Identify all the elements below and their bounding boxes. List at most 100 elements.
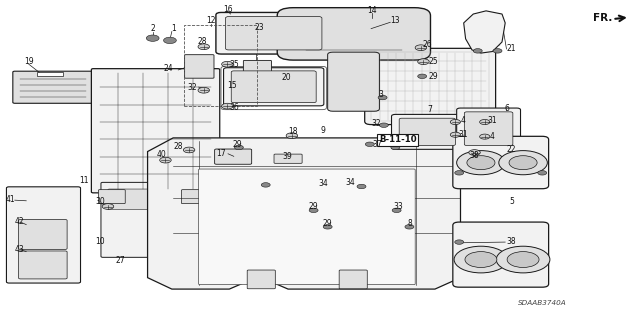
- Text: 2: 2: [150, 24, 155, 33]
- Text: 25: 25: [429, 57, 438, 66]
- Circle shape: [378, 95, 387, 100]
- Bar: [184, 25, 257, 106]
- FancyBboxPatch shape: [365, 48, 495, 124]
- FancyBboxPatch shape: [328, 52, 380, 111]
- Text: 34: 34: [346, 178, 356, 187]
- Circle shape: [261, 183, 270, 187]
- Circle shape: [418, 74, 427, 78]
- Text: 29: 29: [309, 202, 319, 211]
- FancyBboxPatch shape: [465, 112, 513, 145]
- Circle shape: [457, 151, 505, 175]
- FancyBboxPatch shape: [184, 55, 214, 78]
- FancyBboxPatch shape: [392, 115, 463, 149]
- Text: 34: 34: [318, 179, 328, 188]
- Text: 7: 7: [428, 105, 432, 114]
- FancyBboxPatch shape: [399, 118, 456, 145]
- Circle shape: [473, 49, 482, 53]
- Text: 32: 32: [372, 119, 381, 128]
- Circle shape: [198, 44, 209, 50]
- Text: 6: 6: [504, 104, 509, 113]
- FancyBboxPatch shape: [19, 251, 67, 279]
- FancyBboxPatch shape: [223, 68, 324, 106]
- Circle shape: [309, 208, 318, 212]
- FancyBboxPatch shape: [274, 154, 302, 163]
- Circle shape: [455, 240, 464, 244]
- FancyBboxPatch shape: [92, 69, 220, 193]
- Text: 29: 29: [232, 140, 242, 149]
- Circle shape: [221, 61, 233, 67]
- Circle shape: [286, 133, 298, 138]
- Text: 19: 19: [24, 56, 34, 65]
- FancyBboxPatch shape: [247, 270, 275, 289]
- Circle shape: [380, 123, 388, 127]
- Circle shape: [221, 103, 233, 109]
- Circle shape: [183, 147, 195, 153]
- FancyBboxPatch shape: [6, 187, 81, 283]
- Text: 27: 27: [116, 256, 125, 265]
- Circle shape: [468, 150, 480, 155]
- Text: 10: 10: [95, 237, 105, 246]
- Text: 35: 35: [229, 60, 239, 69]
- Circle shape: [323, 225, 332, 229]
- FancyBboxPatch shape: [19, 219, 67, 249]
- Circle shape: [479, 120, 490, 124]
- Text: 29: 29: [323, 219, 332, 227]
- Polygon shape: [464, 11, 505, 53]
- Circle shape: [164, 37, 176, 44]
- Text: 16: 16: [223, 5, 232, 14]
- Text: 31: 31: [458, 130, 468, 139]
- Text: 4: 4: [490, 132, 495, 141]
- Circle shape: [467, 156, 495, 170]
- Text: 9: 9: [321, 126, 326, 135]
- FancyBboxPatch shape: [216, 12, 332, 54]
- Text: SDAAB3740A: SDAAB3740A: [518, 300, 566, 306]
- Circle shape: [479, 134, 490, 139]
- Text: 28: 28: [197, 37, 207, 46]
- Text: 26: 26: [422, 40, 432, 49]
- FancyBboxPatch shape: [277, 8, 431, 60]
- Text: 38: 38: [470, 151, 479, 160]
- Circle shape: [465, 252, 497, 268]
- Circle shape: [198, 87, 209, 93]
- FancyBboxPatch shape: [225, 17, 322, 50]
- Bar: [37, 72, 63, 76]
- FancyBboxPatch shape: [198, 169, 415, 285]
- Text: 12: 12: [207, 16, 216, 25]
- Text: 32: 32: [188, 83, 197, 92]
- Text: 3: 3: [378, 90, 383, 99]
- Text: 14: 14: [367, 6, 377, 15]
- FancyBboxPatch shape: [108, 189, 161, 209]
- Circle shape: [496, 246, 550, 273]
- Circle shape: [418, 59, 429, 64]
- Circle shape: [102, 204, 114, 209]
- FancyBboxPatch shape: [99, 190, 125, 204]
- FancyBboxPatch shape: [214, 149, 252, 164]
- Circle shape: [451, 132, 461, 137]
- Text: 1: 1: [171, 24, 175, 33]
- Text: 31: 31: [488, 116, 497, 125]
- FancyBboxPatch shape: [457, 108, 520, 149]
- Text: 21: 21: [507, 44, 516, 54]
- FancyBboxPatch shape: [101, 182, 168, 257]
- Circle shape: [391, 145, 400, 150]
- Text: 22: 22: [507, 145, 516, 154]
- Text: 43: 43: [15, 245, 24, 254]
- Text: 30: 30: [95, 197, 105, 206]
- Text: 42: 42: [15, 217, 24, 226]
- Circle shape: [357, 184, 366, 189]
- Circle shape: [509, 156, 537, 170]
- Text: 38: 38: [507, 237, 516, 246]
- Text: 5: 5: [509, 197, 514, 206]
- Circle shape: [507, 252, 539, 268]
- Text: 8: 8: [407, 219, 412, 227]
- FancyBboxPatch shape: [453, 136, 548, 189]
- Text: FR.: FR.: [593, 13, 612, 23]
- Text: 39: 39: [282, 152, 292, 161]
- Text: 18: 18: [289, 127, 298, 136]
- Text: 40: 40: [157, 150, 166, 159]
- Text: B-11-10: B-11-10: [379, 135, 417, 144]
- FancyBboxPatch shape: [243, 60, 271, 90]
- Circle shape: [455, 171, 464, 175]
- Circle shape: [499, 151, 547, 175]
- Circle shape: [451, 120, 461, 124]
